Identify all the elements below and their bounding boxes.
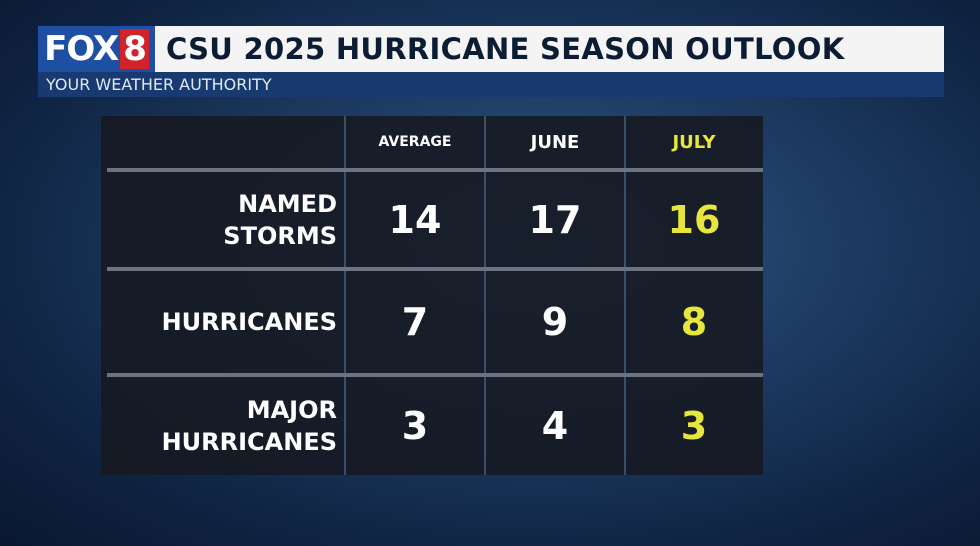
column-header: JUNE <box>530 131 580 153</box>
header-bar: FOX 8 CSU 2025 HURRICANE SEASON OUTLOOK <box>38 26 944 72</box>
column-header: AVERAGE <box>378 134 452 150</box>
cell-value: 8 <box>680 300 708 344</box>
row-divider <box>107 373 763 377</box>
cell-value: 3 <box>401 404 429 448</box>
row-label: MAJOR HURRICANES <box>161 396 337 456</box>
logo-number: 8 <box>120 29 149 69</box>
cell-value: 9 <box>541 300 569 344</box>
cell-value: 16 <box>667 197 721 242</box>
cell-value: 14 <box>388 197 442 242</box>
column-divider <box>344 116 346 475</box>
cell-value: 17 <box>528 197 582 242</box>
row-divider <box>107 168 763 172</box>
column-divider <box>624 116 626 475</box>
row-label: HURRICANES <box>161 308 337 336</box>
cell-value: 7 <box>401 300 429 344</box>
logo-brand: FOX <box>44 29 119 69</box>
row-divider <box>107 267 763 271</box>
column-header: JULY <box>672 131 716 153</box>
row-label: NAMED STORMS <box>223 189 337 250</box>
table: AVERAGE JUNE JULY NAMED STORMS 14 17 16 HURRICA… <box>101 116 763 475</box>
cell-value: 3 <box>680 404 708 448</box>
subtitle-bar: YOUR WEATHER AUTHORITY <box>38 72 944 97</box>
subtitle: YOUR WEATHER AUTHORITY <box>46 75 272 94</box>
cell-value: 4 <box>541 404 569 448</box>
logo: FOX 8 <box>38 26 155 72</box>
title: CSU 2025 HURRICANE SEASON OUTLOOK <box>166 32 845 66</box>
column-divider <box>484 116 486 475</box>
